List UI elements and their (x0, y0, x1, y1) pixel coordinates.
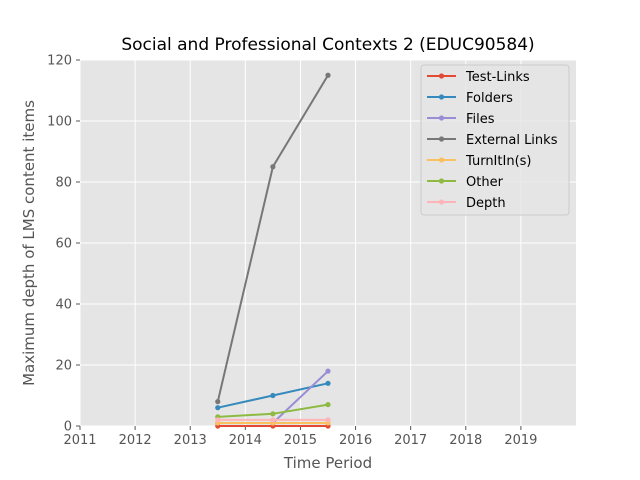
legend-marker (438, 178, 445, 184)
y-tick-label: 100 (47, 115, 72, 130)
x-tick-label: 2017 (394, 433, 427, 448)
legend-label: Other (466, 175, 504, 190)
x-tick-label: 2018 (449, 433, 482, 448)
legend-label: Files (466, 112, 495, 127)
data-point-external-links (215, 399, 221, 405)
legend-label: Test-Links (465, 70, 530, 85)
data-point-other (325, 402, 331, 408)
y-tick-label: 40 (55, 298, 72, 313)
legend-marker (438, 199, 445, 205)
y-axis-ticks: 0 20 40 60 80 100 120 (47, 54, 80, 435)
x-tick-label: 2016 (339, 433, 372, 448)
data-point-external-links (325, 72, 331, 78)
data-point-external-links (270, 164, 276, 170)
data-point-depth (270, 417, 276, 423)
y-tick-label: 80 (55, 176, 72, 191)
data-point-folders (270, 392, 276, 399)
y-tick-label: 20 (55, 359, 72, 374)
legend-marker (438, 73, 445, 79)
legend-label: Depth (466, 196, 506, 211)
series-external-links (215, 72, 331, 405)
data-point-folders (325, 380, 331, 386)
y-tick-label: 120 (47, 54, 72, 69)
legend-label: External Links (466, 133, 558, 148)
y-axis-label: Maximum depth of LMS content items (20, 100, 38, 386)
legend-label: Folders (466, 91, 513, 106)
series-lines (215, 72, 331, 429)
x-tick-label: 2019 (504, 433, 537, 448)
legend-box (420, 64, 570, 216)
x-tick-label: 2014 (229, 433, 262, 448)
legend-marker (438, 136, 445, 142)
x-axis-label: Time Period (283, 454, 372, 472)
series-depth (215, 417, 331, 423)
data-point-folders (215, 405, 221, 411)
data-point-files (325, 368, 331, 374)
y-tick-label: 60 (55, 237, 72, 252)
legend-marker (438, 115, 445, 121)
data-point-depth (325, 417, 331, 423)
legend-marker (438, 157, 445, 163)
legend: Test-Links Folders Files External Links Turn… (420, 64, 570, 216)
x-tick-label: 2013 (174, 433, 207, 448)
x-tick-label: 2012 (119, 433, 152, 448)
x-tick-label: 2015 (284, 433, 317, 448)
series-other (215, 402, 331, 420)
x-axis-ticks: 2011 2012 2013 2014 2015 2016 2017 2018 2019 (63, 426, 537, 448)
legend-marker (438, 94, 445, 100)
legend-label: TurnItIn(s) (465, 154, 531, 169)
data-point-depth (215, 417, 221, 423)
data-point-other (270, 411, 276, 417)
x-tick-label: 2011 (63, 433, 96, 448)
chart-title: Social and Professional Contexts 2 (EDUC… (121, 35, 534, 55)
y-tick-label: 0 (64, 420, 72, 435)
